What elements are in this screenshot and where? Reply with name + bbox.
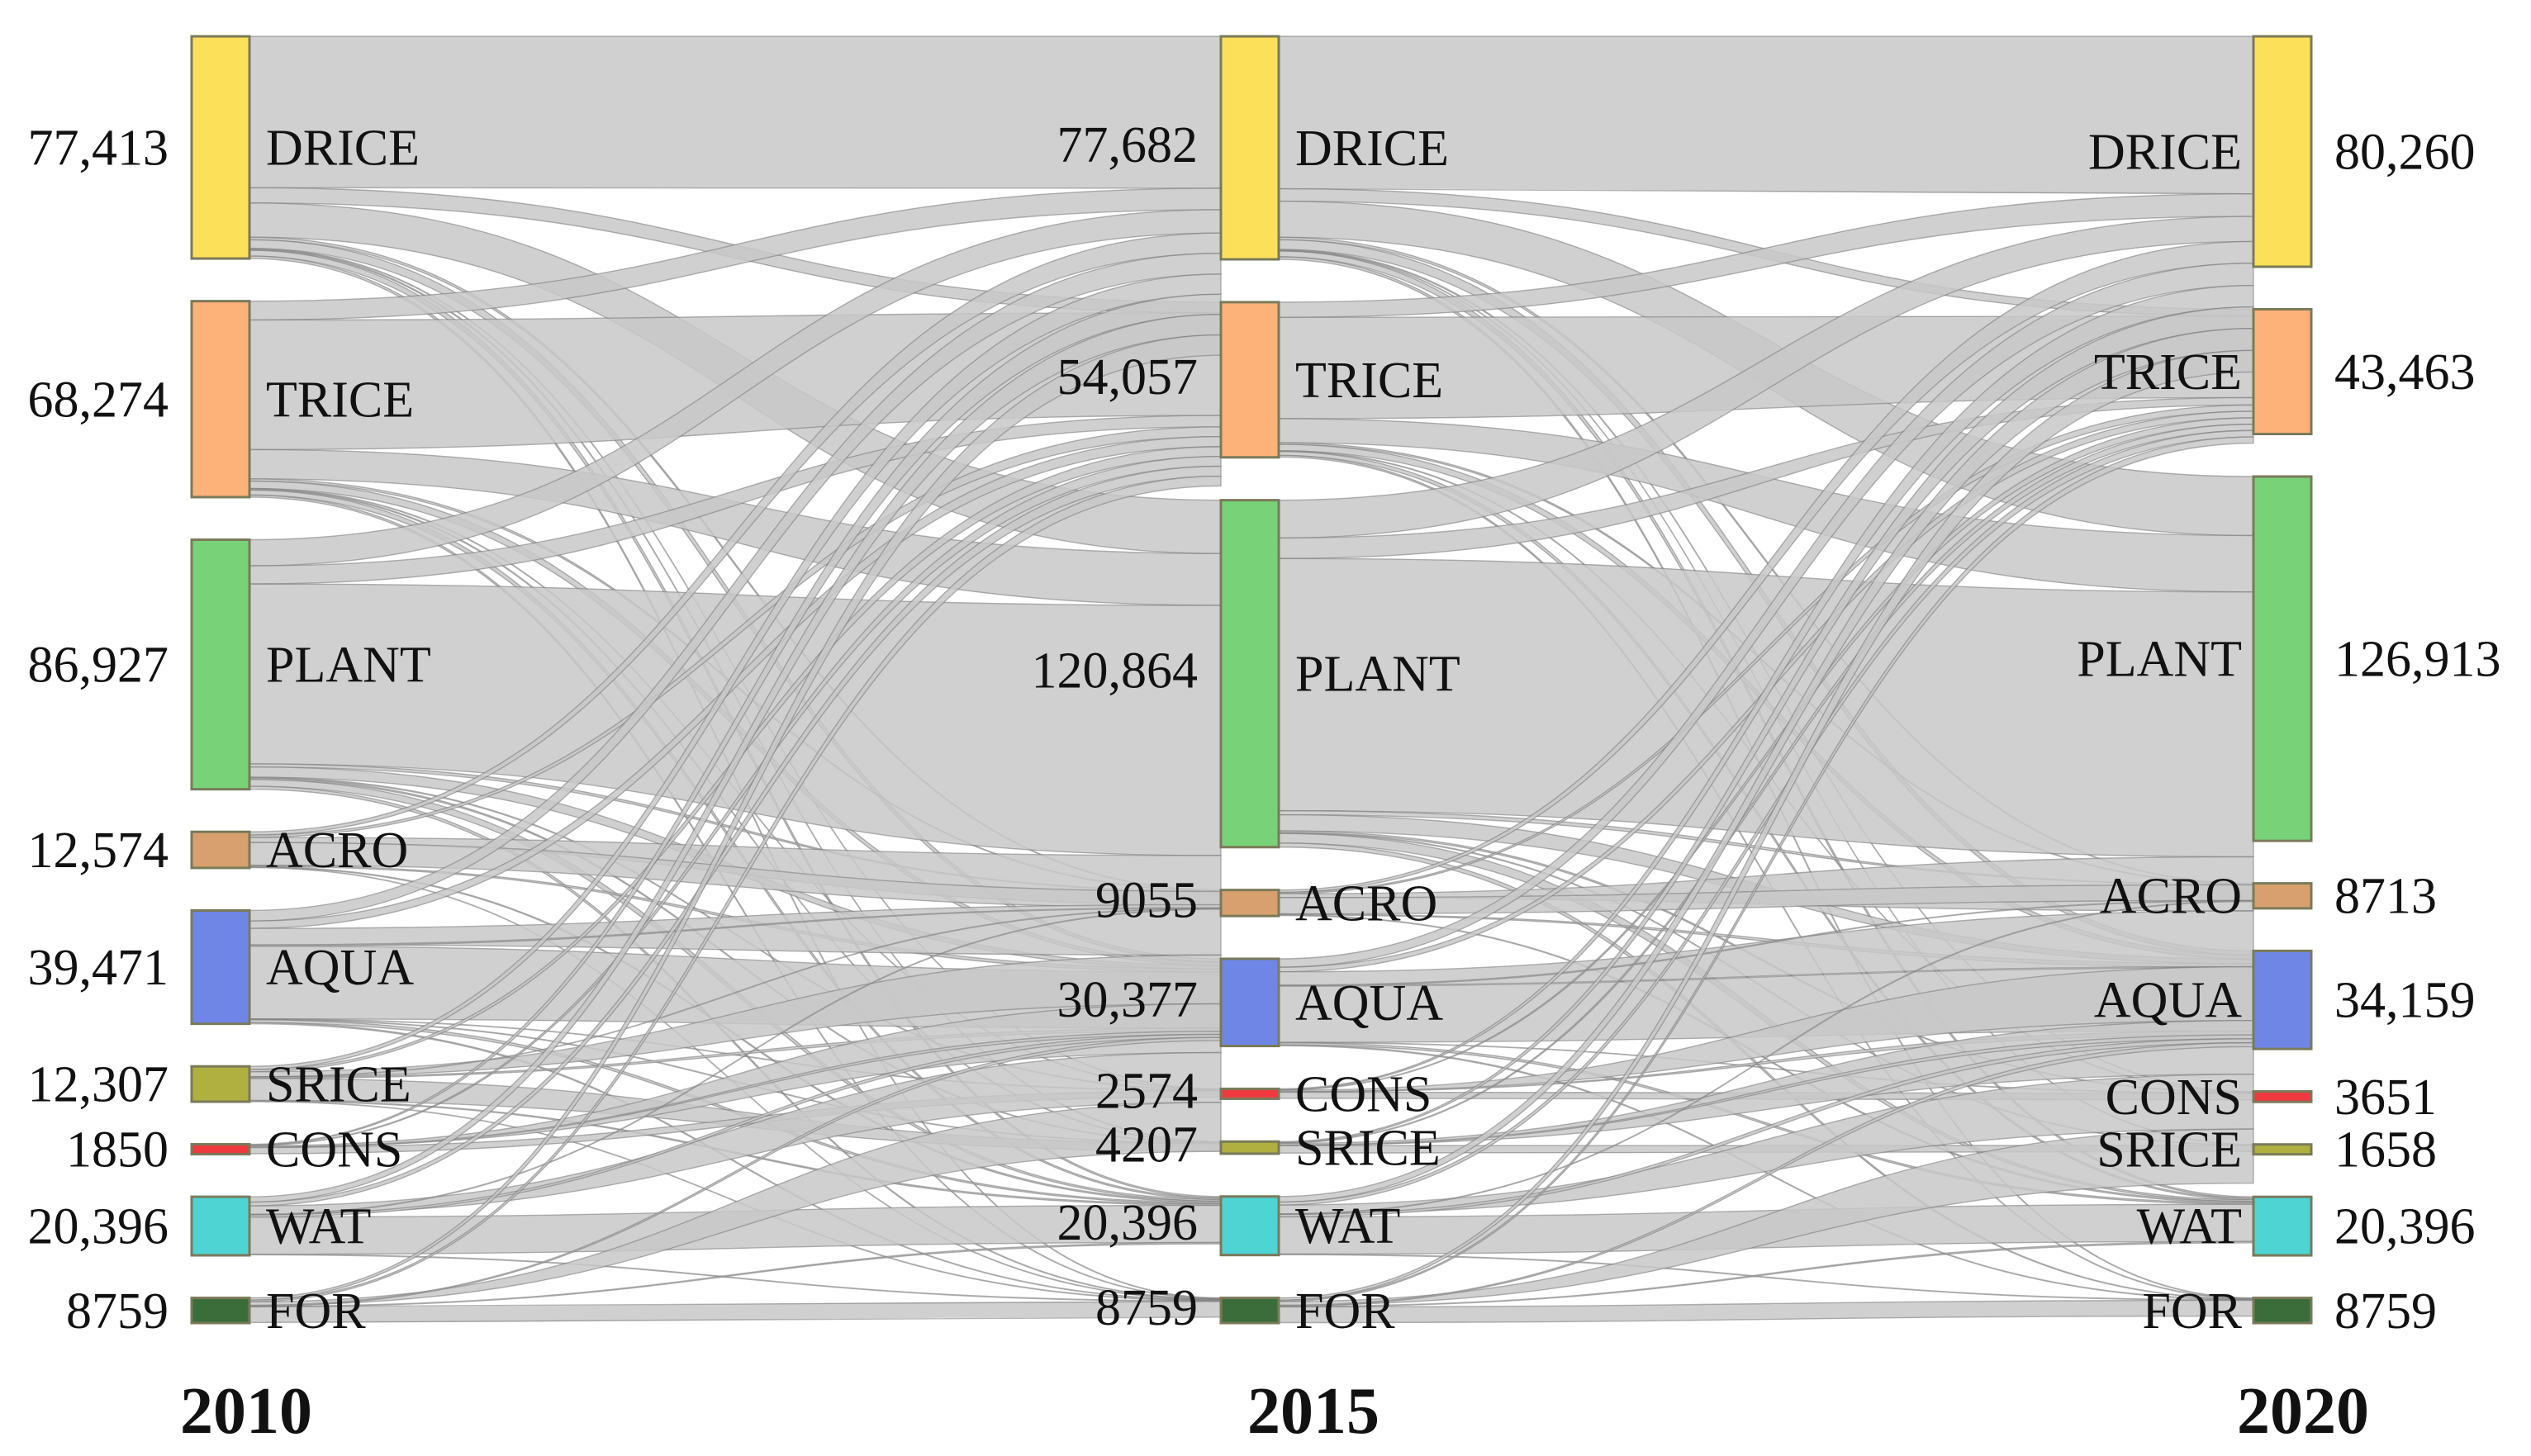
category-label-2015-trice: TRICE <box>1295 353 1443 409</box>
node-2010-plant <box>190 538 251 791</box>
flow-2010-for-to-plant <box>249 1102 1222 1307</box>
value-label-2015-aqua: 30,377 <box>1057 972 1199 1028</box>
node-2015-srice <box>1219 1140 1280 1155</box>
value-label-2020-acro: 8713 <box>2334 869 2437 925</box>
year-label-2020: 2020 <box>2237 1375 2369 1448</box>
node-2020-plant <box>2252 475 2313 842</box>
category-label-2010-plant: PLANT <box>266 638 431 694</box>
value-label-2015-for: 8759 <box>1095 1280 1198 1336</box>
node-2015-drice <box>1219 35 1280 261</box>
value-label-2015-acro: 9055 <box>1095 872 1198 928</box>
category-label-2020-for: FOR <box>2142 1283 2242 1340</box>
category-label-2010-wat: WAT <box>266 1199 371 1255</box>
category-label-2010-drice: DRICE <box>266 121 420 177</box>
category-label-2020-acro: ACRO <box>2100 869 2242 925</box>
node-2015-cons <box>1219 1087 1280 1100</box>
flow-2015-wat-to-for <box>1278 1253 2254 1302</box>
category-label-2020-wat: WAT <box>2137 1199 2242 1255</box>
category-label-2015-srice: SRICE <box>1295 1121 1441 1177</box>
node-2015-acro <box>1219 889 1280 918</box>
labels-layer: DRICE 77,413 TRICE 68,274 PLANT 86,927 ACRO 12,… <box>28 117 2501 1448</box>
node-2020-drice <box>2252 35 2313 268</box>
flow-2010-srice-to-drice <box>249 273 1222 1070</box>
category-label-2010-srice: SRICE <box>266 1057 411 1113</box>
category-label-2015-drice: DRICE <box>1295 121 1449 177</box>
node-2020-wat <box>2252 1195 2313 1257</box>
value-label-2010-plant: 86,927 <box>28 638 169 694</box>
flow-2015-for-to-plant <box>1278 1128 2254 1307</box>
value-label-2010-aqua: 39,471 <box>28 940 169 996</box>
value-label-2010-drice: 77,413 <box>28 121 169 177</box>
flows-layer <box>249 36 2254 1324</box>
category-label-2015-acro: ACRO <box>1295 875 1437 932</box>
node-2010-aqua <box>190 908 251 1026</box>
node-2015-for <box>1219 1297 1280 1325</box>
node-2020-trice <box>2252 307 2313 436</box>
value-label-2020-wat: 20,396 <box>2334 1199 2476 1255</box>
category-label-2020-cons: CONS <box>2106 1069 2242 1126</box>
node-2015-aqua <box>1219 957 1280 1048</box>
category-label-2010-for: FOR <box>266 1283 366 1340</box>
value-label-2020-for: 8759 <box>2334 1283 2437 1340</box>
value-label-2010-wat: 20,396 <box>28 1199 169 1255</box>
category-label-2015-wat: WAT <box>1295 1198 1400 1254</box>
value-label-2020-plant: 126,913 <box>2334 632 2501 688</box>
node-2020-acro <box>2252 882 2313 910</box>
value-label-2010-cons: 1850 <box>66 1122 169 1179</box>
value-label-2015-srice: 4207 <box>1095 1117 1198 1174</box>
node-2015-plant <box>1219 499 1280 849</box>
value-label-2010-for: 8759 <box>66 1283 169 1340</box>
category-label-2010-cons: CONS <box>266 1122 402 1179</box>
node-2020-srice <box>2252 1143 2313 1156</box>
value-label-2010-srice: 12,307 <box>28 1057 169 1113</box>
category-label-2020-srice: SRICE <box>2097 1122 2242 1179</box>
category-label-2010-acro: ACRO <box>266 823 408 879</box>
category-label-2015-aqua: AQUA <box>1295 975 1443 1032</box>
flow-2015-plant-to-plant <box>1278 557 2254 858</box>
node-2010-acro <box>190 830 251 870</box>
value-label-2020-aqua: 34,159 <box>2334 973 2476 1029</box>
category-label-2015-for: FOR <box>1295 1283 1395 1340</box>
value-label-2010-acro: 12,574 <box>28 823 169 879</box>
value-label-2020-cons: 3651 <box>2334 1069 2437 1126</box>
value-label-2010-trice: 68,274 <box>28 372 169 428</box>
value-label-2015-trice: 54,057 <box>1057 349 1199 405</box>
value-label-2015-wat: 20,396 <box>1057 1195 1199 1251</box>
node-2020-cons <box>2252 1090 2313 1103</box>
node-2010-wat <box>190 1195 251 1257</box>
value-label-2020-srice: 1658 <box>2334 1122 2437 1179</box>
year-label-2015: 2015 <box>1247 1375 1379 1448</box>
nodes-layer <box>190 35 2313 1325</box>
category-label-2020-trice: TRICE <box>2094 344 2242 401</box>
category-label-2015-cons: CONS <box>1295 1066 1432 1122</box>
category-label-2020-plant: PLANT <box>2077 632 2242 688</box>
flow-2015-for-to-trice <box>1278 436 2254 1302</box>
category-label-2010-aqua: AQUA <box>266 940 414 996</box>
node-2015-trice <box>1219 301 1280 459</box>
flow-2010-for-to-trice <box>249 475 1222 1302</box>
year-label-2010: 2010 <box>180 1375 312 1448</box>
category-label-2010-trice: TRICE <box>266 372 414 428</box>
value-label-2015-cons: 2574 <box>1095 1063 1198 1119</box>
category-label-2015-plant: PLANT <box>1295 647 1460 703</box>
node-2010-for <box>190 1297 251 1325</box>
node-2020-for <box>2252 1297 2313 1325</box>
category-label-2020-aqua: AQUA <box>2094 973 2242 1029</box>
node-2010-cons <box>190 1143 251 1156</box>
node-2010-srice <box>190 1065 251 1103</box>
node-2015-wat <box>1219 1195 1280 1257</box>
category-label-2020-drice: DRICE <box>2088 124 2242 180</box>
node-2010-drice <box>190 35 251 260</box>
value-label-2015-plant: 120,864 <box>1032 643 1199 700</box>
node-2020-aqua <box>2252 949 2313 1051</box>
value-label-2015-drice: 77,682 <box>1057 117 1199 173</box>
node-2010-trice <box>190 300 251 499</box>
value-label-2020-trice: 43,463 <box>2334 344 2476 401</box>
value-label-2020-drice: 80,260 <box>2334 124 2476 180</box>
